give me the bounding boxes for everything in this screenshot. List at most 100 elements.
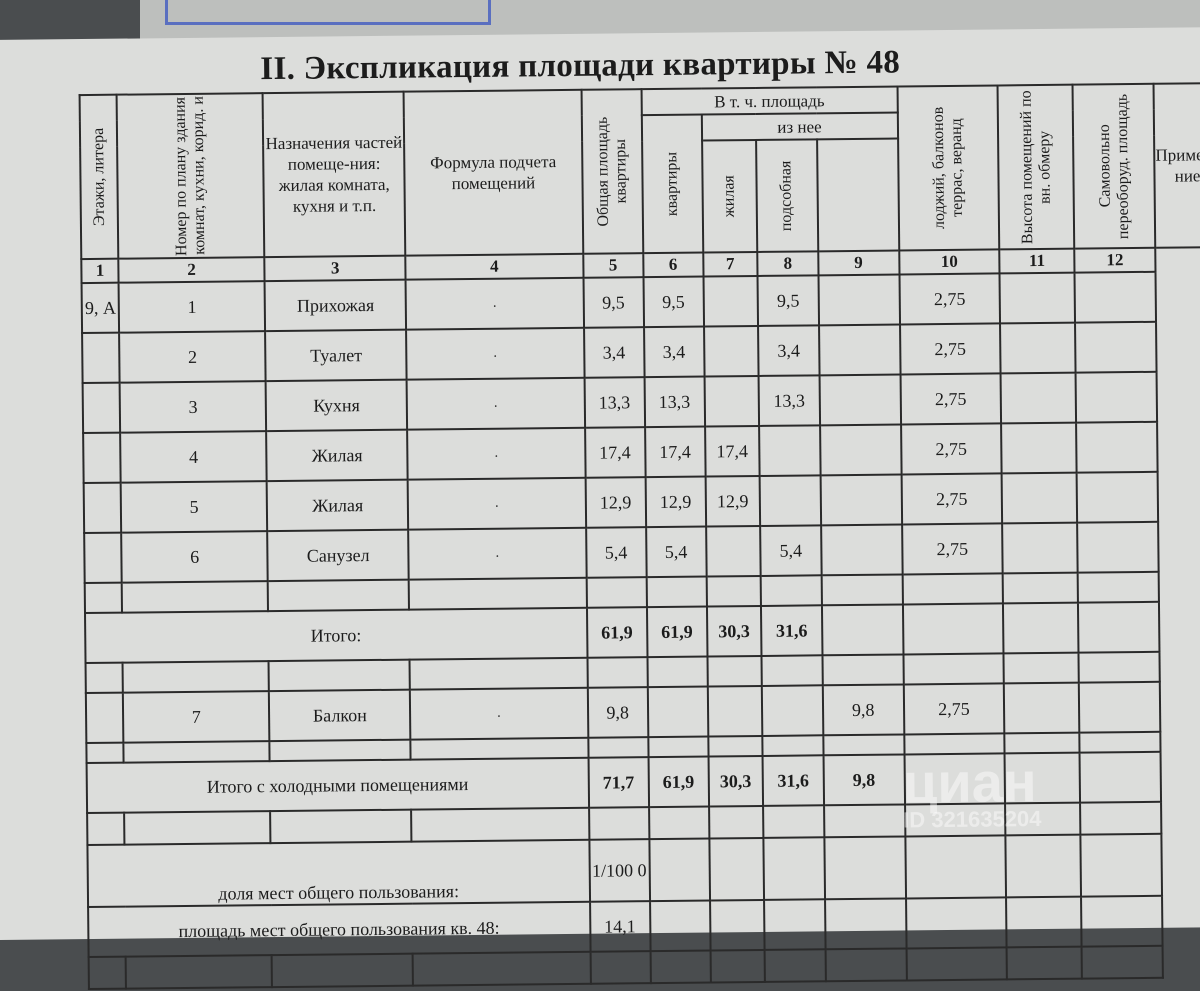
- common-area-label: площадь мест общего пользования кв. 48:: [88, 901, 591, 958]
- table-cell: [647, 656, 708, 688]
- cell-height: 2,75: [903, 683, 1005, 735]
- cell-no: 5: [120, 481, 268, 533]
- table-cell: [590, 951, 651, 984]
- table-cell: [1000, 322, 1076, 374]
- cell-floor: [83, 432, 121, 484]
- table-cell: [1079, 731, 1161, 753]
- cell-height: 2,75: [901, 473, 1003, 525]
- cell-no: 2: [119, 331, 266, 383]
- header-balcony: лоджий, балконов террас, веранд: [929, 106, 966, 230]
- subtotal-apt: 61,9: [646, 606, 708, 658]
- header-total-area: Общая площадь квартиры: [593, 116, 630, 227]
- total-cold-aux: 31,6: [762, 755, 824, 806]
- table-cell: [587, 657, 648, 688]
- table-cell: [123, 741, 270, 763]
- table-cell: [1077, 571, 1160, 603]
- total-cold-label: Итого с холодными помещениями: [86, 757, 589, 814]
- table-cell: [1080, 801, 1162, 835]
- table-cell: [1005, 834, 1082, 898]
- cell-name: Балкон: [269, 689, 411, 742]
- table-cell: [708, 805, 764, 839]
- cell-no: 6: [121, 531, 268, 583]
- table-cell: [906, 947, 1008, 981]
- cell-name: Жилая: [266, 479, 409, 532]
- column-number: 12: [1074, 247, 1156, 273]
- cell-formula: .: [406, 377, 585, 430]
- table-cell: [902, 603, 1004, 655]
- table-cell: [1078, 601, 1160, 653]
- table-cell: [1080, 833, 1163, 897]
- table-cell: [761, 655, 823, 686]
- column-number: 8: [757, 251, 819, 276]
- table-cell: [763, 837, 825, 900]
- common-share-label: доля мест общего пользования:: [87, 839, 590, 908]
- cell-aux: 13,3: [758, 375, 820, 426]
- table-cell: [1006, 896, 1082, 948]
- header-formula: Формула подчета помещений: [403, 89, 583, 256]
- table-cell: [761, 685, 824, 736]
- total-cold-apt: 61,9: [648, 756, 709, 808]
- watermark-id: ID 321635204: [903, 806, 1042, 833]
- table-cell: [1081, 945, 1164, 979]
- cell-total: 12,9: [585, 477, 646, 528]
- table-cell: [1002, 522, 1078, 574]
- cell-height: 2,75: [899, 273, 1001, 325]
- header-apartment: квартиры: [662, 151, 681, 217]
- table-cell: [1076, 471, 1159, 523]
- cell-apt: 17,4: [644, 426, 706, 478]
- cell-height: 2,75: [900, 373, 1002, 425]
- cell-formula: .: [405, 277, 584, 330]
- table-cell: [764, 949, 826, 982]
- cell-formula: .: [406, 327, 585, 380]
- table-cell: [86, 742, 124, 764]
- cell-apt: 9,5: [643, 276, 704, 328]
- column-number: 9: [817, 250, 900, 276]
- table-cell: [905, 897, 1007, 949]
- column-number: 5: [582, 253, 644, 278]
- cell-no: 3: [119, 381, 267, 433]
- table-cell: [410, 737, 589, 760]
- table-cell: [271, 953, 414, 988]
- table-cell: [647, 686, 708, 738]
- subtotal-label: Итого:: [85, 607, 588, 664]
- cell-living: [705, 525, 761, 577]
- header-unauthorized: Самовольно переоборуд. площадь: [1095, 93, 1132, 239]
- subtotal-living: 30,3: [706, 605, 762, 657]
- subtotal-total: 61,9: [586, 607, 648, 658]
- table-cell: [903, 653, 1005, 685]
- cell-aux: 3,4: [758, 325, 820, 376]
- cell-aux: [759, 425, 821, 476]
- header-auxiliary: подсобная: [777, 160, 796, 232]
- table-cell: [1075, 321, 1157, 373]
- cell-apt: 3,4: [643, 326, 705, 378]
- table-cell: [763, 805, 825, 838]
- table-cell: [268, 659, 411, 692]
- table-cell: [821, 604, 904, 656]
- column-number: 3: [264, 255, 406, 282]
- table-cell: [1001, 422, 1077, 474]
- cell-height: 2,75: [899, 323, 1001, 375]
- header-floor: Этажи, литера: [89, 127, 108, 227]
- table-cell: [760, 575, 822, 606]
- table-cell: [1079, 751, 1162, 803]
- table-cell: [1078, 681, 1161, 733]
- cell-balcony: [820, 524, 903, 576]
- cell-balcony: [820, 474, 902, 526]
- table-cell: [762, 735, 824, 756]
- table-cell: [87, 812, 125, 846]
- header-note: Примеча ние: [1153, 83, 1200, 248]
- cell-total: 9,5: [583, 277, 644, 328]
- cell-name: Санузел: [267, 529, 410, 582]
- table-cell: [1000, 372, 1077, 424]
- cell-total: 17,4: [584, 427, 646, 478]
- cell-floor: [83, 482, 122, 534]
- table-cell: [1076, 421, 1158, 473]
- cell-height: 2,75: [900, 423, 1002, 475]
- table-cell: [1003, 602, 1079, 654]
- cell-floor: [82, 332, 120, 384]
- column-number: 10: [898, 249, 1000, 275]
- table-cell: [822, 654, 904, 686]
- table-cell: [707, 655, 762, 687]
- table-cell: [1077, 521, 1159, 573]
- table-cell: [1081, 895, 1163, 947]
